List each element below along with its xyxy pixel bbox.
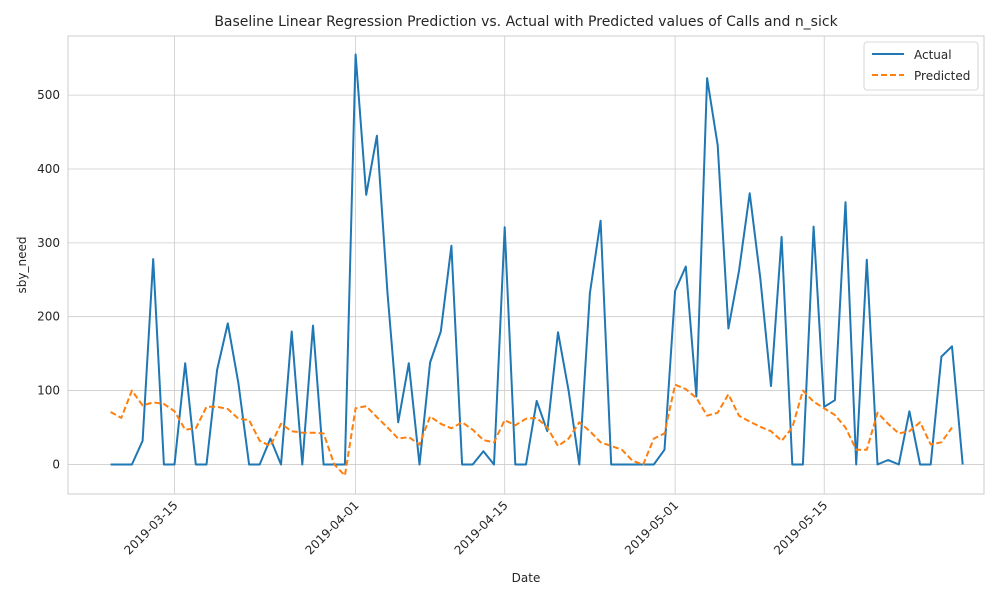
series-line-predicted xyxy=(110,383,953,477)
y-axis-label: sby_need xyxy=(15,237,29,294)
x-tick-label: 2019-05-01 xyxy=(622,498,681,557)
legend-predicted-label: Predicted xyxy=(914,69,970,83)
y-tick-label: 100 xyxy=(37,384,60,398)
chart-title: Baseline Linear Regression Prediction vs… xyxy=(214,14,838,30)
x-tick-label: 2019-04-01 xyxy=(302,498,361,557)
y-tick-label: 200 xyxy=(37,310,60,324)
legend-actual-label: Actual xyxy=(914,48,952,62)
x-axis-label: Date xyxy=(512,571,541,585)
series-lines xyxy=(110,53,964,477)
y-tick-label: 500 xyxy=(37,88,60,102)
x-tick-label: 2019-03-15 xyxy=(121,498,180,557)
legend: Actual Predicted xyxy=(863,41,979,91)
y-tick-labels: 0 100 200 300 400 500 xyxy=(37,88,60,471)
x-tick-label: 2019-05-15 xyxy=(771,498,830,557)
x-tick-label: 2019-04-15 xyxy=(452,498,511,557)
y-tick-label: 400 xyxy=(37,162,60,176)
plot-frame xyxy=(67,35,985,495)
y-tick-label: 300 xyxy=(37,236,60,250)
y-tick-label: 0 xyxy=(52,457,60,471)
grid-lines xyxy=(68,36,984,494)
x-tick-labels: 2019-03-15 2019-04-01 2019-04-15 2019-05-01… xyxy=(121,498,830,557)
series-line-actual xyxy=(110,53,964,466)
